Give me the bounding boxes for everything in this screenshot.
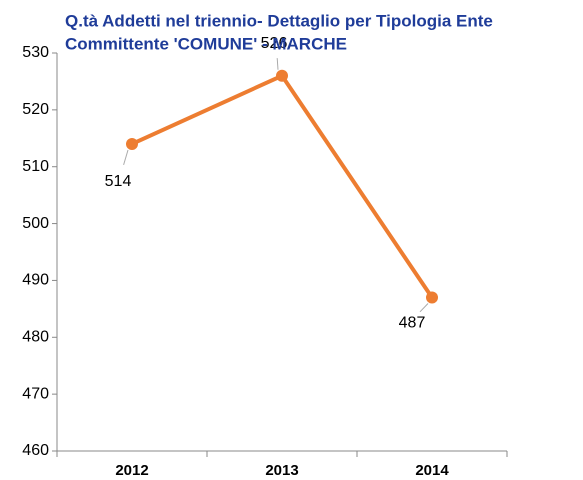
data-label: 487 [399, 315, 426, 332]
chart-title-line: Q.tà Addetti nel triennio- Dettaglio per… [65, 11, 493, 30]
marker [276, 69, 288, 82]
marker [126, 137, 138, 150]
data-label: 514 [105, 173, 132, 190]
y-tick-label: 490 [22, 272, 49, 289]
y-tick-label: 460 [22, 442, 49, 459]
leader-line [419, 303, 429, 313]
data-label: 526 [261, 35, 288, 52]
line-series [131, 73, 434, 299]
y-tick-label: 520 [22, 101, 49, 118]
y-tick-label: 500 [22, 215, 49, 232]
y-tick-label: 480 [22, 329, 49, 346]
chart-title-line: Committente 'COMUNE' - MARCHE [65, 34, 347, 53]
x-tick-label: 2013 [265, 462, 298, 479]
leader-line [276, 58, 279, 70]
x-tick-label: 2014 [415, 462, 449, 479]
y-tick-label: 510 [22, 158, 49, 175]
y-tick-label: 530 [22, 44, 49, 61]
x-tick-label: 2012 [115, 462, 148, 479]
leader-line [123, 149, 129, 166]
y-tick-label: 470 [22, 385, 49, 402]
marker [426, 291, 438, 304]
plot-area: 460 470 480 490 500 510 520 530 2012 2013 2014 514 5… [22, 35, 508, 479]
